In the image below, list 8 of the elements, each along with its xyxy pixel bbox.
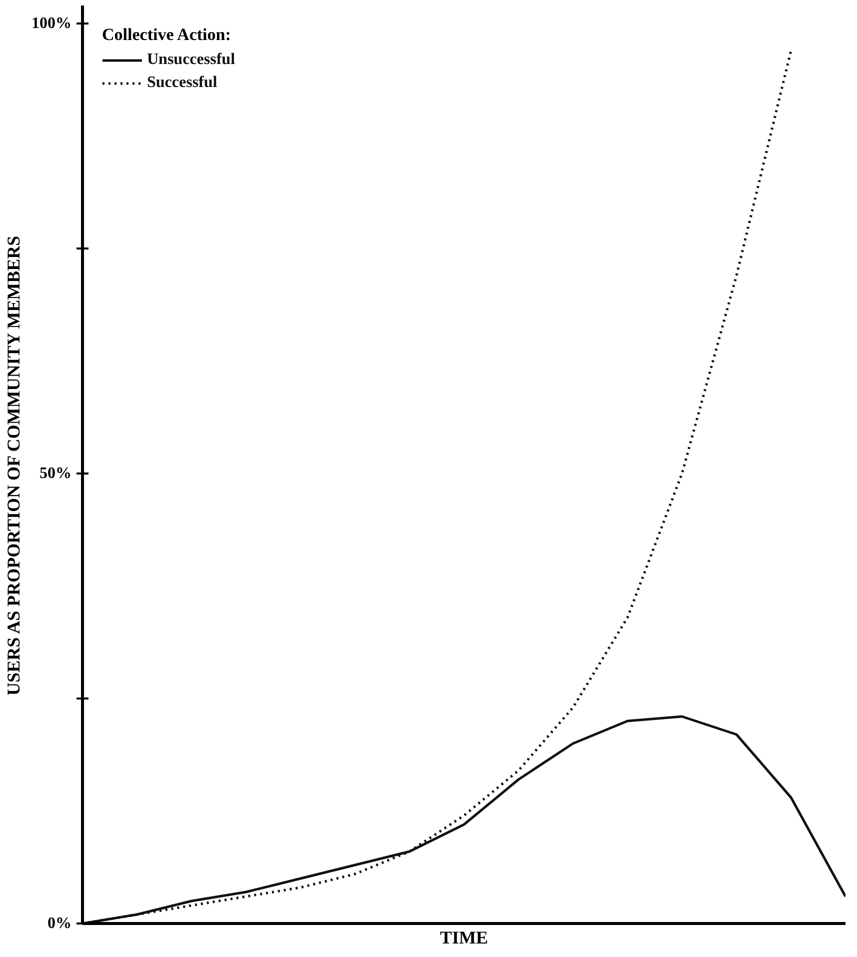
y-axis-title: USERS AS PROPORTION OF COMMUNITY MEMBERS — [4, 236, 24, 696]
legend-title: Collective Action: — [102, 25, 232, 45]
legend-label: Successful — [147, 74, 218, 92]
y-tick-label: 50% — [40, 465, 72, 482]
x-axis-title: TIME — [440, 928, 488, 948]
y-tick-label: 0% — [48, 915, 72, 932]
y-tick-label: 100% — [32, 15, 72, 32]
legend-label: Unsuccessful — [147, 51, 236, 69]
